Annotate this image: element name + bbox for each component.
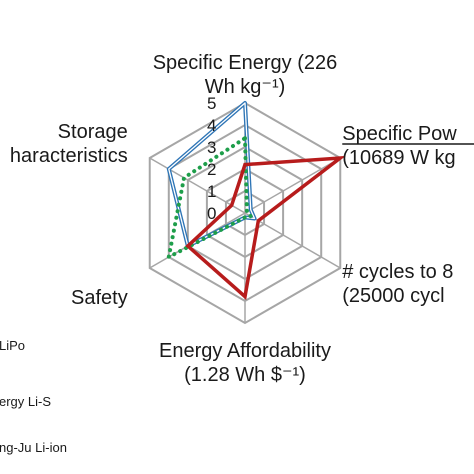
axis-label-1-line-0: Specific Pow bbox=[342, 123, 457, 145]
axis-label-1-line-1: (10689 W kg bbox=[342, 147, 455, 169]
axis-label-3-line-0: Energy Affordability bbox=[159, 340, 331, 362]
axis-label-4-line-0: Safety bbox=[71, 287, 128, 309]
tick-label-2: 2 bbox=[207, 160, 216, 179]
axis-label-0-line-0: Specific Energy (226 bbox=[153, 52, 338, 74]
axis-label-5-line-1: haracteristics bbox=[10, 145, 128, 167]
tick-label-0: 0 bbox=[207, 204, 216, 223]
axis-label-0-line-1: Wh kg⁻¹) bbox=[205, 76, 286, 98]
grid-spoke-2 bbox=[244, 212, 341, 269]
legend-label-1: ergy Li-S bbox=[0, 394, 51, 409]
tick-label-5: 5 bbox=[207, 94, 216, 113]
axis-label-5-line-0: Storage bbox=[58, 121, 128, 143]
axis-label-2-line-0: # cycles to 8 bbox=[342, 261, 453, 283]
axis-label-3-line-1: (1.28 Wh $⁻¹) bbox=[184, 364, 306, 386]
tick-label-4: 4 bbox=[207, 116, 216, 135]
tick-label-3: 3 bbox=[207, 138, 216, 157]
legend-label-0: LiPo bbox=[0, 338, 25, 353]
axis-label-2-line-1: (25000 cycl bbox=[342, 285, 444, 307]
grid-spoke-5 bbox=[149, 157, 246, 214]
legend-label-2: ng-Ju Li-ion bbox=[0, 440, 67, 455]
grid-spoke-1 bbox=[244, 157, 341, 214]
tick-label-1: 1 bbox=[207, 182, 216, 201]
